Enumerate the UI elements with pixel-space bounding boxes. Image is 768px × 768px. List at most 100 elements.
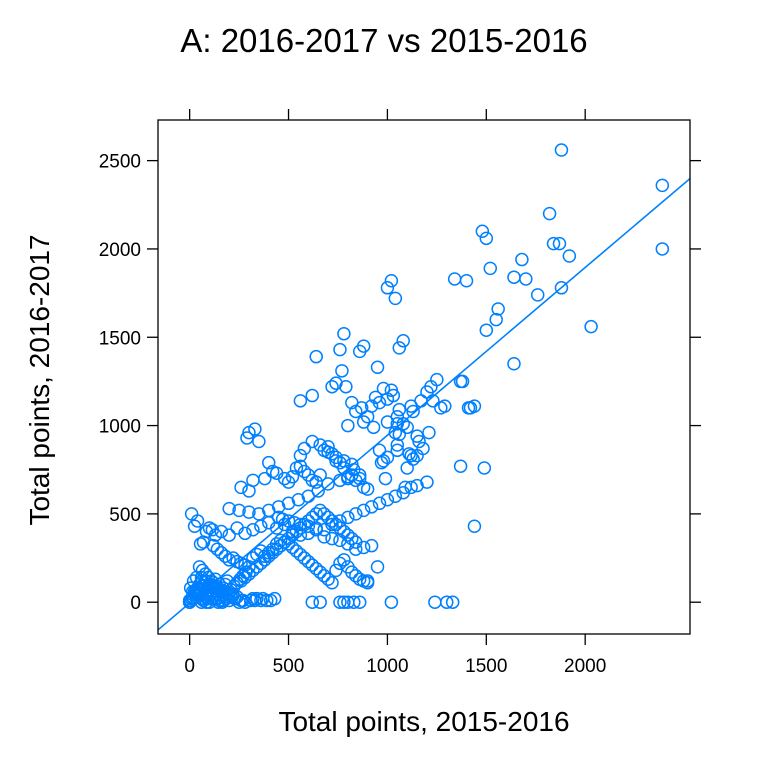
data-point <box>309 349 323 364</box>
x-tick-label: 2000 <box>564 656 606 677</box>
data-point <box>228 591 242 606</box>
data-point <box>313 503 327 518</box>
data-point <box>309 475 323 489</box>
data-point <box>269 542 284 556</box>
data-point <box>461 401 476 415</box>
data-point <box>262 545 276 560</box>
data-point <box>321 440 335 454</box>
data-point <box>459 273 474 288</box>
data-point <box>321 572 335 586</box>
plot-frame <box>157 119 691 635</box>
data-point <box>364 538 379 553</box>
data-point <box>341 470 355 484</box>
data-point <box>388 291 403 306</box>
data-point <box>420 475 434 489</box>
data-point <box>392 402 407 417</box>
x-tick-label: 1000 <box>366 656 408 677</box>
data-point <box>239 565 253 579</box>
data-point <box>246 473 260 488</box>
data-point <box>380 415 395 429</box>
data-point <box>333 556 347 571</box>
data-point <box>277 471 292 486</box>
chart-title: A: 2016-2017 vs 2015-2016 <box>180 22 588 59</box>
data-point <box>262 455 276 470</box>
data-point <box>210 542 225 556</box>
data-point <box>325 514 339 528</box>
data-point <box>422 425 436 440</box>
data-point <box>248 422 262 436</box>
data-point <box>453 459 468 473</box>
data-point <box>187 584 202 599</box>
x-tick-label: 500 <box>273 656 305 677</box>
y-tick-label: 500 <box>109 505 141 526</box>
data-point <box>258 471 272 486</box>
data-point <box>414 394 428 408</box>
data-point <box>301 554 316 569</box>
data-point <box>242 505 256 519</box>
data-point <box>412 434 426 449</box>
data-point <box>374 455 389 470</box>
data-point <box>447 272 462 286</box>
data-point <box>352 344 367 359</box>
data-point <box>400 420 414 435</box>
data-point <box>388 489 403 503</box>
data-point <box>203 577 218 592</box>
data-point <box>277 517 292 532</box>
data-point <box>289 524 304 539</box>
data-point <box>584 319 598 334</box>
data-point <box>507 357 521 371</box>
data-point <box>366 420 381 435</box>
x-tick-label: 1500 <box>465 656 507 677</box>
data-point <box>244 593 258 608</box>
data-point <box>329 517 343 532</box>
data-point <box>376 454 391 468</box>
data-point <box>325 576 339 590</box>
data-point <box>236 568 250 583</box>
data-point <box>390 443 405 458</box>
data-point <box>341 528 355 542</box>
data-point <box>360 574 375 588</box>
data-point <box>402 447 416 461</box>
data-point <box>364 399 379 413</box>
data-point <box>400 461 414 475</box>
data-point <box>208 528 223 542</box>
data-point <box>200 584 215 599</box>
data-point <box>238 526 252 541</box>
y-tick-label: 0 <box>130 593 141 614</box>
data-point <box>333 342 347 357</box>
data-point <box>250 591 264 606</box>
data-point <box>260 593 274 608</box>
data-point <box>297 551 312 565</box>
data-point <box>552 236 567 251</box>
data-point <box>445 595 460 609</box>
y-tick-label: 2000 <box>99 240 141 261</box>
data-point <box>439 595 454 609</box>
data-point <box>384 595 399 609</box>
data-point <box>222 501 236 516</box>
data-point <box>333 521 347 535</box>
data-point <box>370 560 385 574</box>
data-point <box>424 379 438 394</box>
data-point <box>281 531 296 546</box>
data-point <box>285 528 300 542</box>
data-point <box>246 523 260 537</box>
data-point <box>258 549 272 564</box>
data-point <box>404 448 418 463</box>
data-point <box>479 323 494 337</box>
data-point <box>345 565 359 579</box>
x-tick-label: 0 <box>184 656 195 677</box>
data-point <box>325 517 339 532</box>
data-point <box>337 595 351 609</box>
data-point <box>364 500 379 514</box>
data-point <box>293 521 308 535</box>
data-point <box>489 312 503 327</box>
data-point <box>301 514 316 528</box>
data-point <box>554 281 569 295</box>
data-point <box>380 281 395 295</box>
data-point <box>201 570 216 585</box>
data-point <box>277 535 292 549</box>
data-point <box>250 560 264 574</box>
data-point <box>262 549 276 564</box>
data-point <box>380 493 395 507</box>
data-point <box>360 482 375 496</box>
